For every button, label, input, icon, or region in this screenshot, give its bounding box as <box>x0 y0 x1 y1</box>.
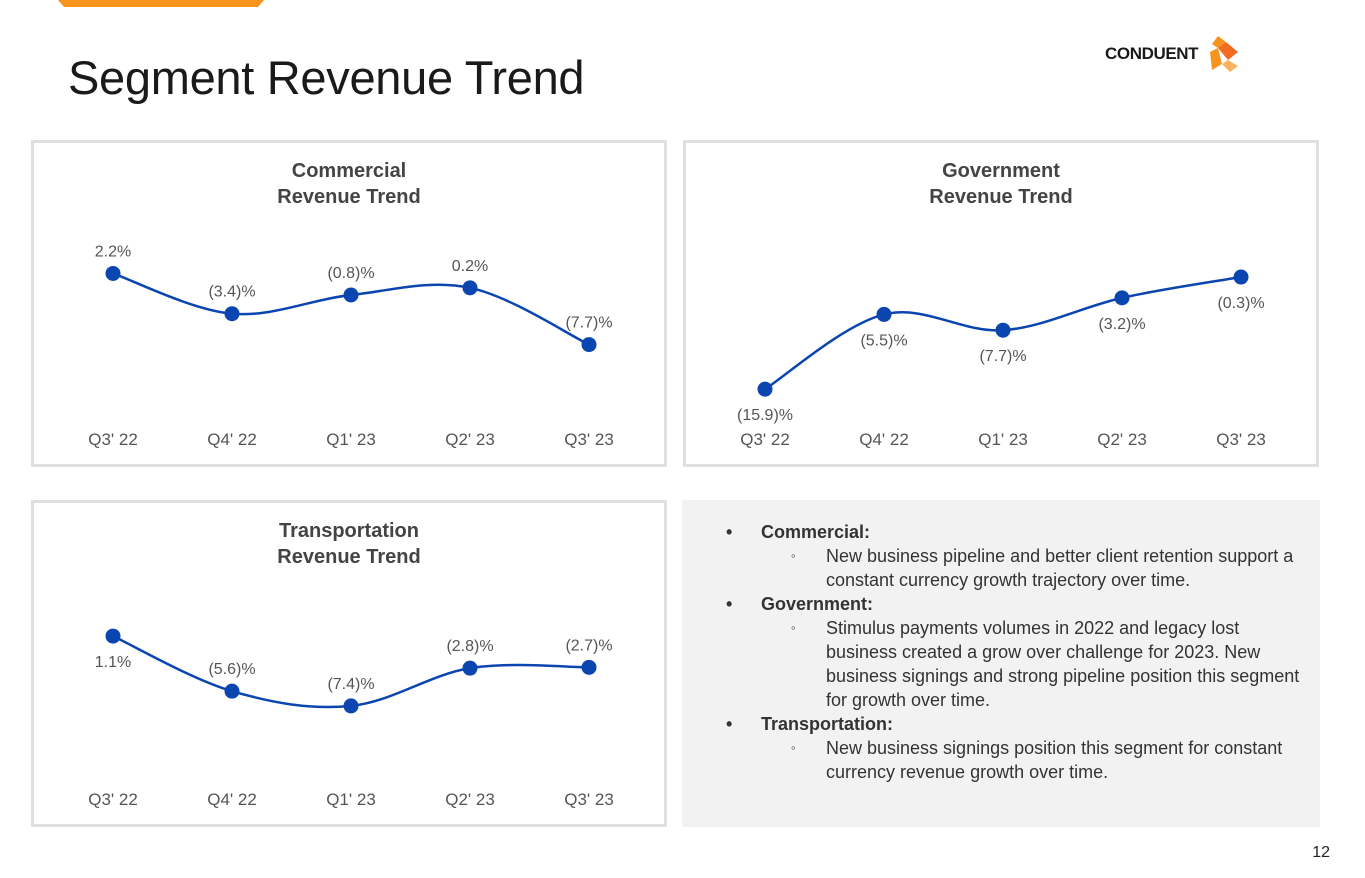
data-label: (7.4)% <box>327 676 374 693</box>
data-label: (2.8)% <box>446 638 493 655</box>
data-label: (7.7)% <box>979 348 1026 365</box>
chart-title-line-1: Government <box>942 160 1060 182</box>
x-tick-label: Q1' 23 <box>326 790 376 809</box>
chart-title-line-2: Revenue Trend <box>277 546 421 568</box>
page-number: 12 <box>1312 844 1330 861</box>
data-label: (5.6)% <box>208 661 255 678</box>
transportation-trend-panel: Transportation Revenue Trend 1.1% Q3' 22 (… <box>31 500 667 827</box>
x-tick-label: Q3' 22 <box>740 430 790 449</box>
data-label: (5.5)% <box>860 332 907 349</box>
data-label: (2.7)% <box>565 637 612 654</box>
conduent-logo-icon <box>1210 36 1239 72</box>
x-tick-label: Q3' 23 <box>1216 430 1266 449</box>
note-government: Government: ◦ Stimulus payments volumes … <box>726 592 1310 712</box>
data-label: (3.4)% <box>208 284 255 301</box>
note-heading: Transportation: <box>726 712 1310 736</box>
data-point <box>581 337 597 353</box>
data-point <box>105 265 121 281</box>
sub-bullet-icon: ◦ <box>791 740 796 755</box>
data-point <box>224 306 240 322</box>
data-label: 2.2% <box>95 243 131 260</box>
chart-title-line-1: Commercial <box>291 160 407 182</box>
note-heading: Commercial: <box>726 520 1310 544</box>
x-tick-label: Q3' 23 <box>564 790 614 809</box>
page-title: Segment Revenue Trend <box>68 51 585 104</box>
data-label: (7.7)% <box>565 315 612 332</box>
x-tick-label: Q2' 23 <box>445 790 495 809</box>
x-tick-label: Q1' 23 <box>326 430 376 449</box>
commentary-panel: Commercial: ◦ New business pipeline and … <box>682 500 1320 827</box>
chart-title-line-2: Revenue Trend <box>929 186 1073 208</box>
note-point: ◦ New business signings position this se… <box>726 736 1310 784</box>
x-tick-label: Q2' 23 <box>1097 430 1147 449</box>
data-label: (3.2)% <box>1098 316 1145 333</box>
data-point <box>343 698 359 714</box>
note-point-text: New business signings position this segm… <box>826 738 1283 782</box>
logo-text: CONDUENT <box>1105 44 1199 63</box>
note-heading: Government: <box>726 592 1310 616</box>
data-point <box>581 659 597 675</box>
company-logo: CONDUENT <box>1105 34 1244 74</box>
top-accent-bar <box>58 0 264 7</box>
data-label: (15.9)% <box>737 407 793 424</box>
data-point <box>462 660 478 676</box>
note-point-text: New business pipeline and better client … <box>826 546 1294 590</box>
data-point <box>1114 290 1130 306</box>
data-label: (0.3)% <box>1217 295 1264 312</box>
series-line <box>112 634 590 709</box>
x-tick-label: Q4' 22 <box>207 430 257 449</box>
x-tick-label: Q4' 22 <box>207 790 257 809</box>
x-tick-label: Q3' 22 <box>88 790 138 809</box>
sub-bullet-icon: ◦ <box>791 620 796 635</box>
x-tick-label: Q3' 23 <box>564 430 614 449</box>
note-transportation: Transportation: ◦ New business signings … <box>726 712 1310 784</box>
note-point: ◦ New business pipeline and better clien… <box>726 544 1310 592</box>
chart-title-line-2: Revenue Trend <box>277 186 421 208</box>
chart-title: Transportation Revenue Trend <box>34 518 664 570</box>
data-point <box>105 628 121 644</box>
commercial-line-chart: 2.2% Q3' 22 (3.4)% Q4' 22 (0.8)% Q1' 23 0.2% Q2… <box>88 243 614 449</box>
transportation-line-chart: 1.1% Q3' 22 (5.6)% Q4' 22 (7.4)% Q1' 23 (2.8)%… <box>88 628 614 809</box>
government-line-chart: (15.9)% Q3' 22 (5.5)% Q4' 22 (7.7)% Q1' 23 (3.… <box>737 269 1266 449</box>
government-trend-panel: Government Revenue Trend (15.9)% Q3' 22 (5… <box>683 140 1319 467</box>
data-point <box>224 683 240 699</box>
x-tick-label: Q1' 23 <box>978 430 1028 449</box>
x-tick-label: Q3' 22 <box>88 430 138 449</box>
data-label: (0.8)% <box>327 265 374 282</box>
sub-bullet-icon: ◦ <box>791 548 796 563</box>
note-commercial: Commercial: ◦ New business pipeline and … <box>726 520 1310 592</box>
chart-title-line-1: Transportation <box>278 520 419 542</box>
commercial-trend-panel: Commercial Revenue Trend 2.2% Q3' 22 (3.4)… <box>31 140 667 467</box>
x-tick-label: Q4' 22 <box>859 430 909 449</box>
data-point <box>1233 269 1249 285</box>
chart-title: Government Revenue Trend <box>686 158 1316 210</box>
data-point <box>343 287 359 303</box>
data-point <box>876 306 892 322</box>
series-line <box>112 272 590 346</box>
x-tick-label: Q2' 23 <box>445 430 495 449</box>
data-label: 0.2% <box>452 258 488 275</box>
note-point-text: Stimulus payments volumes in 2022 and le… <box>826 618 1300 710</box>
data-point <box>995 322 1011 338</box>
data-label: 1.1% <box>95 654 131 671</box>
chart-title: Commercial Revenue Trend <box>34 158 664 210</box>
data-point <box>462 280 478 296</box>
note-point: ◦ Stimulus payments volumes in 2022 and … <box>726 616 1310 712</box>
data-point <box>757 381 773 397</box>
